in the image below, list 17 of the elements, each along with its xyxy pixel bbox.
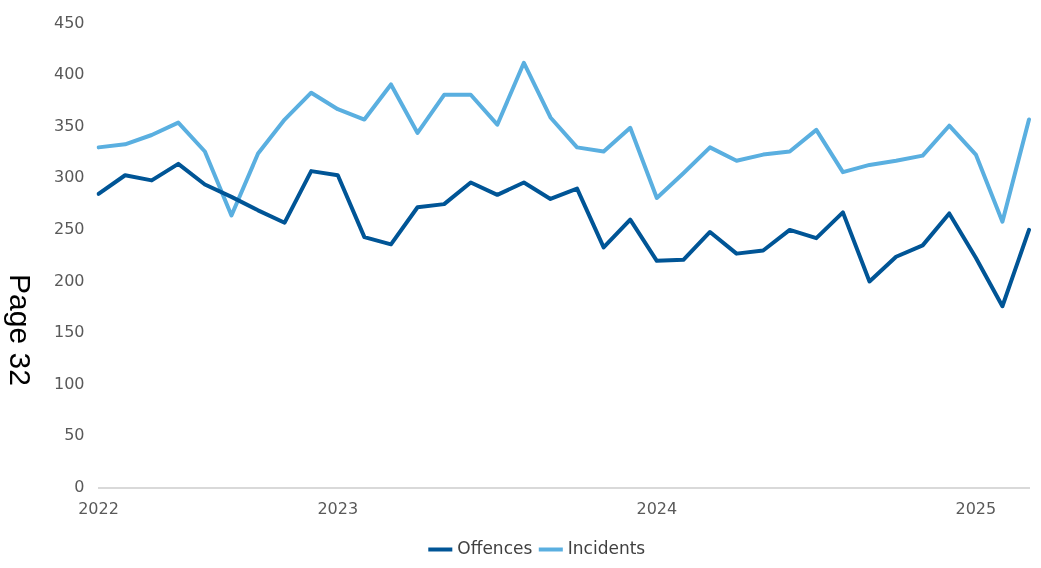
y-tick-label: 150	[53, 322, 85, 342]
text: Page 32	[3, 274, 37, 386]
y-tick-label: 300	[53, 167, 85, 187]
x-tick-label: 2024	[636, 498, 678, 518]
y-tick-label: 400	[53, 64, 85, 84]
y-tick-label: 450	[53, 12, 85, 32]
legend-label: Offences	[457, 537, 533, 558]
x-tick-label: 2025	[955, 498, 997, 518]
legend-label: Incidents	[567, 537, 646, 558]
y-tick-label: 50	[64, 425, 85, 445]
y-tick-label: 100	[53, 373, 85, 393]
y-tick-label: 350	[53, 115, 85, 135]
x-tick-label: 2022	[78, 498, 119, 518]
y-tick-label: 200	[53, 270, 85, 290]
y-tick-label: 0	[74, 476, 85, 496]
x-tick-label: 2023	[317, 498, 359, 518]
y-tick-label: 250	[53, 219, 85, 239]
